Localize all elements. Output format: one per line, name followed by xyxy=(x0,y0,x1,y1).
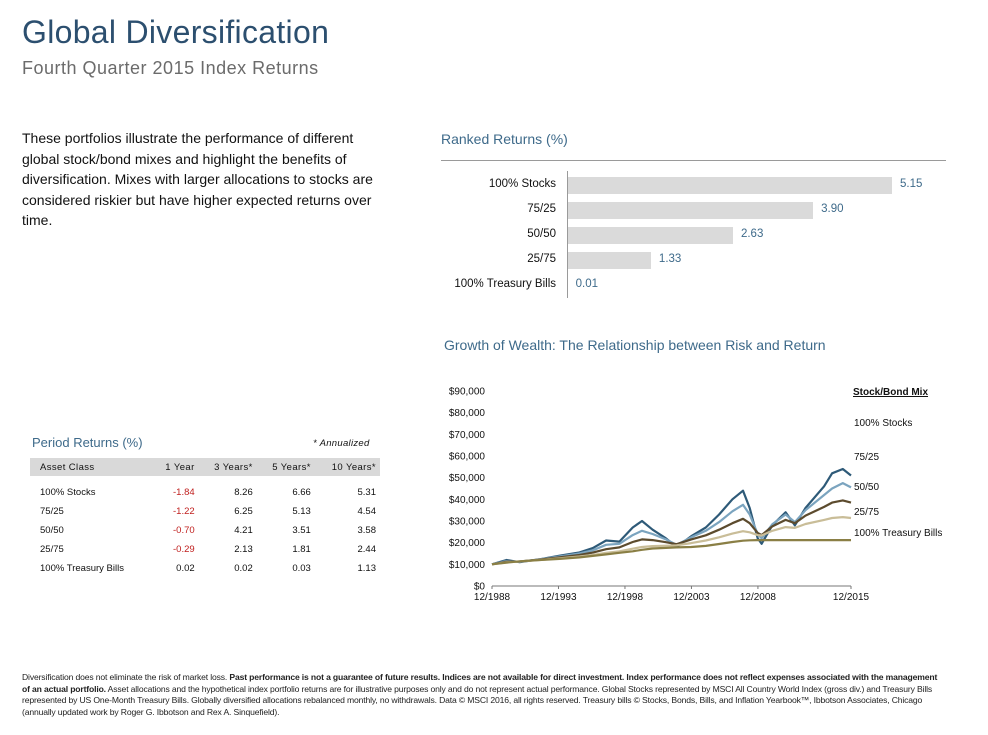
bar-category-label: 50/50 xyxy=(527,228,556,240)
five-year-cell: 1.81 xyxy=(292,544,311,555)
bar-category-label: 75/25 xyxy=(527,203,556,215)
ranked-returns-title: Ranked Returns (%) xyxy=(441,131,568,147)
ten-year-cell: 3.58 xyxy=(357,525,377,536)
five-year-cell: 3.51 xyxy=(292,525,311,536)
three-year-cell: 8.26 xyxy=(234,487,253,498)
page-subtitle: Fourth Quarter 2015 Index Returns xyxy=(22,58,319,78)
x-tick-label: 12/2003 xyxy=(673,592,710,603)
ranked-bar xyxy=(567,227,733,244)
y-tick-label: $40,000 xyxy=(449,495,486,506)
growth-of-wealth-title: Growth of Wealth: The Relationship betwe… xyxy=(444,337,826,353)
y-tick-label: $20,000 xyxy=(449,538,486,549)
y-tick-label: $10,000 xyxy=(449,560,486,571)
y-tick-label: $0 xyxy=(474,582,486,593)
y-tick-label: $80,000 xyxy=(449,408,486,419)
legend-title: Stock/Bond Mix xyxy=(853,387,928,398)
period-returns-title: Period Returns (%) xyxy=(32,435,143,450)
ranked-bar xyxy=(567,177,892,194)
bar-value-label: 2.63 xyxy=(740,228,764,240)
ten-year-cell: 4.54 xyxy=(357,506,377,517)
bar-value-label: 0.01 xyxy=(575,278,599,290)
footnote: Diversification does not eliminate the r… xyxy=(22,672,942,718)
footnote-part1: Diversification does not eliminate the r… xyxy=(22,672,230,682)
five-year-cell: 6.66 xyxy=(292,487,311,498)
y-tick-label: $60,000 xyxy=(449,452,486,463)
series-legend-label: 100% Treasury Bills xyxy=(854,528,942,539)
three-year-cell: 2.13 xyxy=(234,544,253,555)
x-tick-label: 12/2015 xyxy=(833,592,870,603)
ranked-bar xyxy=(567,202,814,219)
series-line xyxy=(491,499,852,566)
series-legend-label: 25/75 xyxy=(854,507,879,518)
x-tick-label: 12/1988 xyxy=(474,592,511,603)
y-tick-label: $70,000 xyxy=(449,430,486,441)
bar-category-label: 100% Treasury Bills xyxy=(454,278,556,290)
y-tick-label: $50,000 xyxy=(449,473,486,484)
three-year-cell: 6.25 xyxy=(234,506,253,517)
column-header: 10 Years* xyxy=(314,458,380,476)
asset-class-cell: 75/25 xyxy=(40,506,64,517)
asset-class-cell: 25/75 xyxy=(40,544,64,555)
annualized-note: * Annualized xyxy=(313,438,370,449)
y-tick-label: $30,000 xyxy=(449,517,486,528)
ten-year-cell: 5.31 xyxy=(357,487,377,498)
bar-category-label: 100% Stocks xyxy=(488,178,556,190)
x-tick-label: 12/1998 xyxy=(607,592,644,603)
y-tick-label: $90,000 xyxy=(449,387,486,398)
column-header: 1 Year xyxy=(152,458,199,476)
series-legend-label: 75/25 xyxy=(854,452,879,463)
table-row: 25/75 -0.29 2.13 1.81 2.44 xyxy=(30,540,380,559)
ranked-returns-divider xyxy=(441,160,946,161)
asset-class-cell: 100% Stocks xyxy=(40,487,96,498)
ranked-bar xyxy=(567,252,651,269)
one-year-cell: 0.02 xyxy=(176,563,195,574)
five-year-cell: 0.03 xyxy=(292,563,311,574)
table-row: 50/50 -0.70 4.21 3.51 3.58 xyxy=(30,521,380,540)
ten-year-cell: 1.13 xyxy=(357,563,377,574)
bar-category-label: 25/75 xyxy=(527,253,556,265)
bar-value-label: 5.15 xyxy=(900,178,923,190)
five-year-cell: 5.13 xyxy=(292,506,311,517)
period-returns-table: Asset Class 1 Year 3 Years* 5 Years* 10 … xyxy=(30,458,380,578)
ranked-returns-axis xyxy=(567,171,568,298)
column-header: 3 Years* xyxy=(198,458,257,476)
series-line xyxy=(491,467,852,566)
x-tick-label: 12/2008 xyxy=(740,592,777,603)
table-row: 75/25 -1.22 6.25 5.13 4.54 xyxy=(30,502,380,521)
x-tick-label: 12/1993 xyxy=(540,592,577,603)
series-line xyxy=(491,482,852,566)
one-year-cell: -1.22 xyxy=(173,506,195,517)
series-legend-label: 100% Stocks xyxy=(854,418,912,429)
three-year-cell: 0.02 xyxy=(234,563,253,574)
growth-of-wealth-chart: $0 $10,000 $20,000 $30,000 $40,000 $50,000 $60… xyxy=(449,387,943,604)
three-year-cell: 4.21 xyxy=(234,525,253,536)
asset-class-cell: 50/50 xyxy=(40,525,64,536)
column-header: Asset Class xyxy=(30,458,153,476)
footnote-part3: Asset allocations and the hypothetical i… xyxy=(22,683,933,717)
bar-value-label: 1.33 xyxy=(658,253,682,265)
series-line xyxy=(491,539,851,566)
page-title: Global Diversification xyxy=(22,14,330,50)
bar-value-label: 3.90 xyxy=(821,203,844,215)
table-row: 100% Stocks -1.84 8.26 6.66 5.31 xyxy=(30,476,380,502)
one-year-cell: -1.84 xyxy=(173,487,195,498)
ten-year-cell: 2.44 xyxy=(357,544,377,555)
table-header-row: Asset Class 1 Year 3 Years* 5 Years* 10 … xyxy=(30,458,380,476)
asset-class-cell: 100% Treasury Bills xyxy=(40,563,124,574)
series-legend-label: 50/50 xyxy=(854,482,879,493)
footnote-part2: Past performance is not a guarantee of f… xyxy=(22,672,938,694)
one-year-cell: -0.70 xyxy=(173,525,195,536)
intro-text: These portfolios illustrate the performa… xyxy=(22,130,373,228)
one-year-cell: -0.29 xyxy=(173,544,195,555)
column-header: 5 Years* xyxy=(256,458,315,476)
table-row: 100% Treasury Bills 0.02 0.02 0.03 1.13 xyxy=(30,559,380,578)
